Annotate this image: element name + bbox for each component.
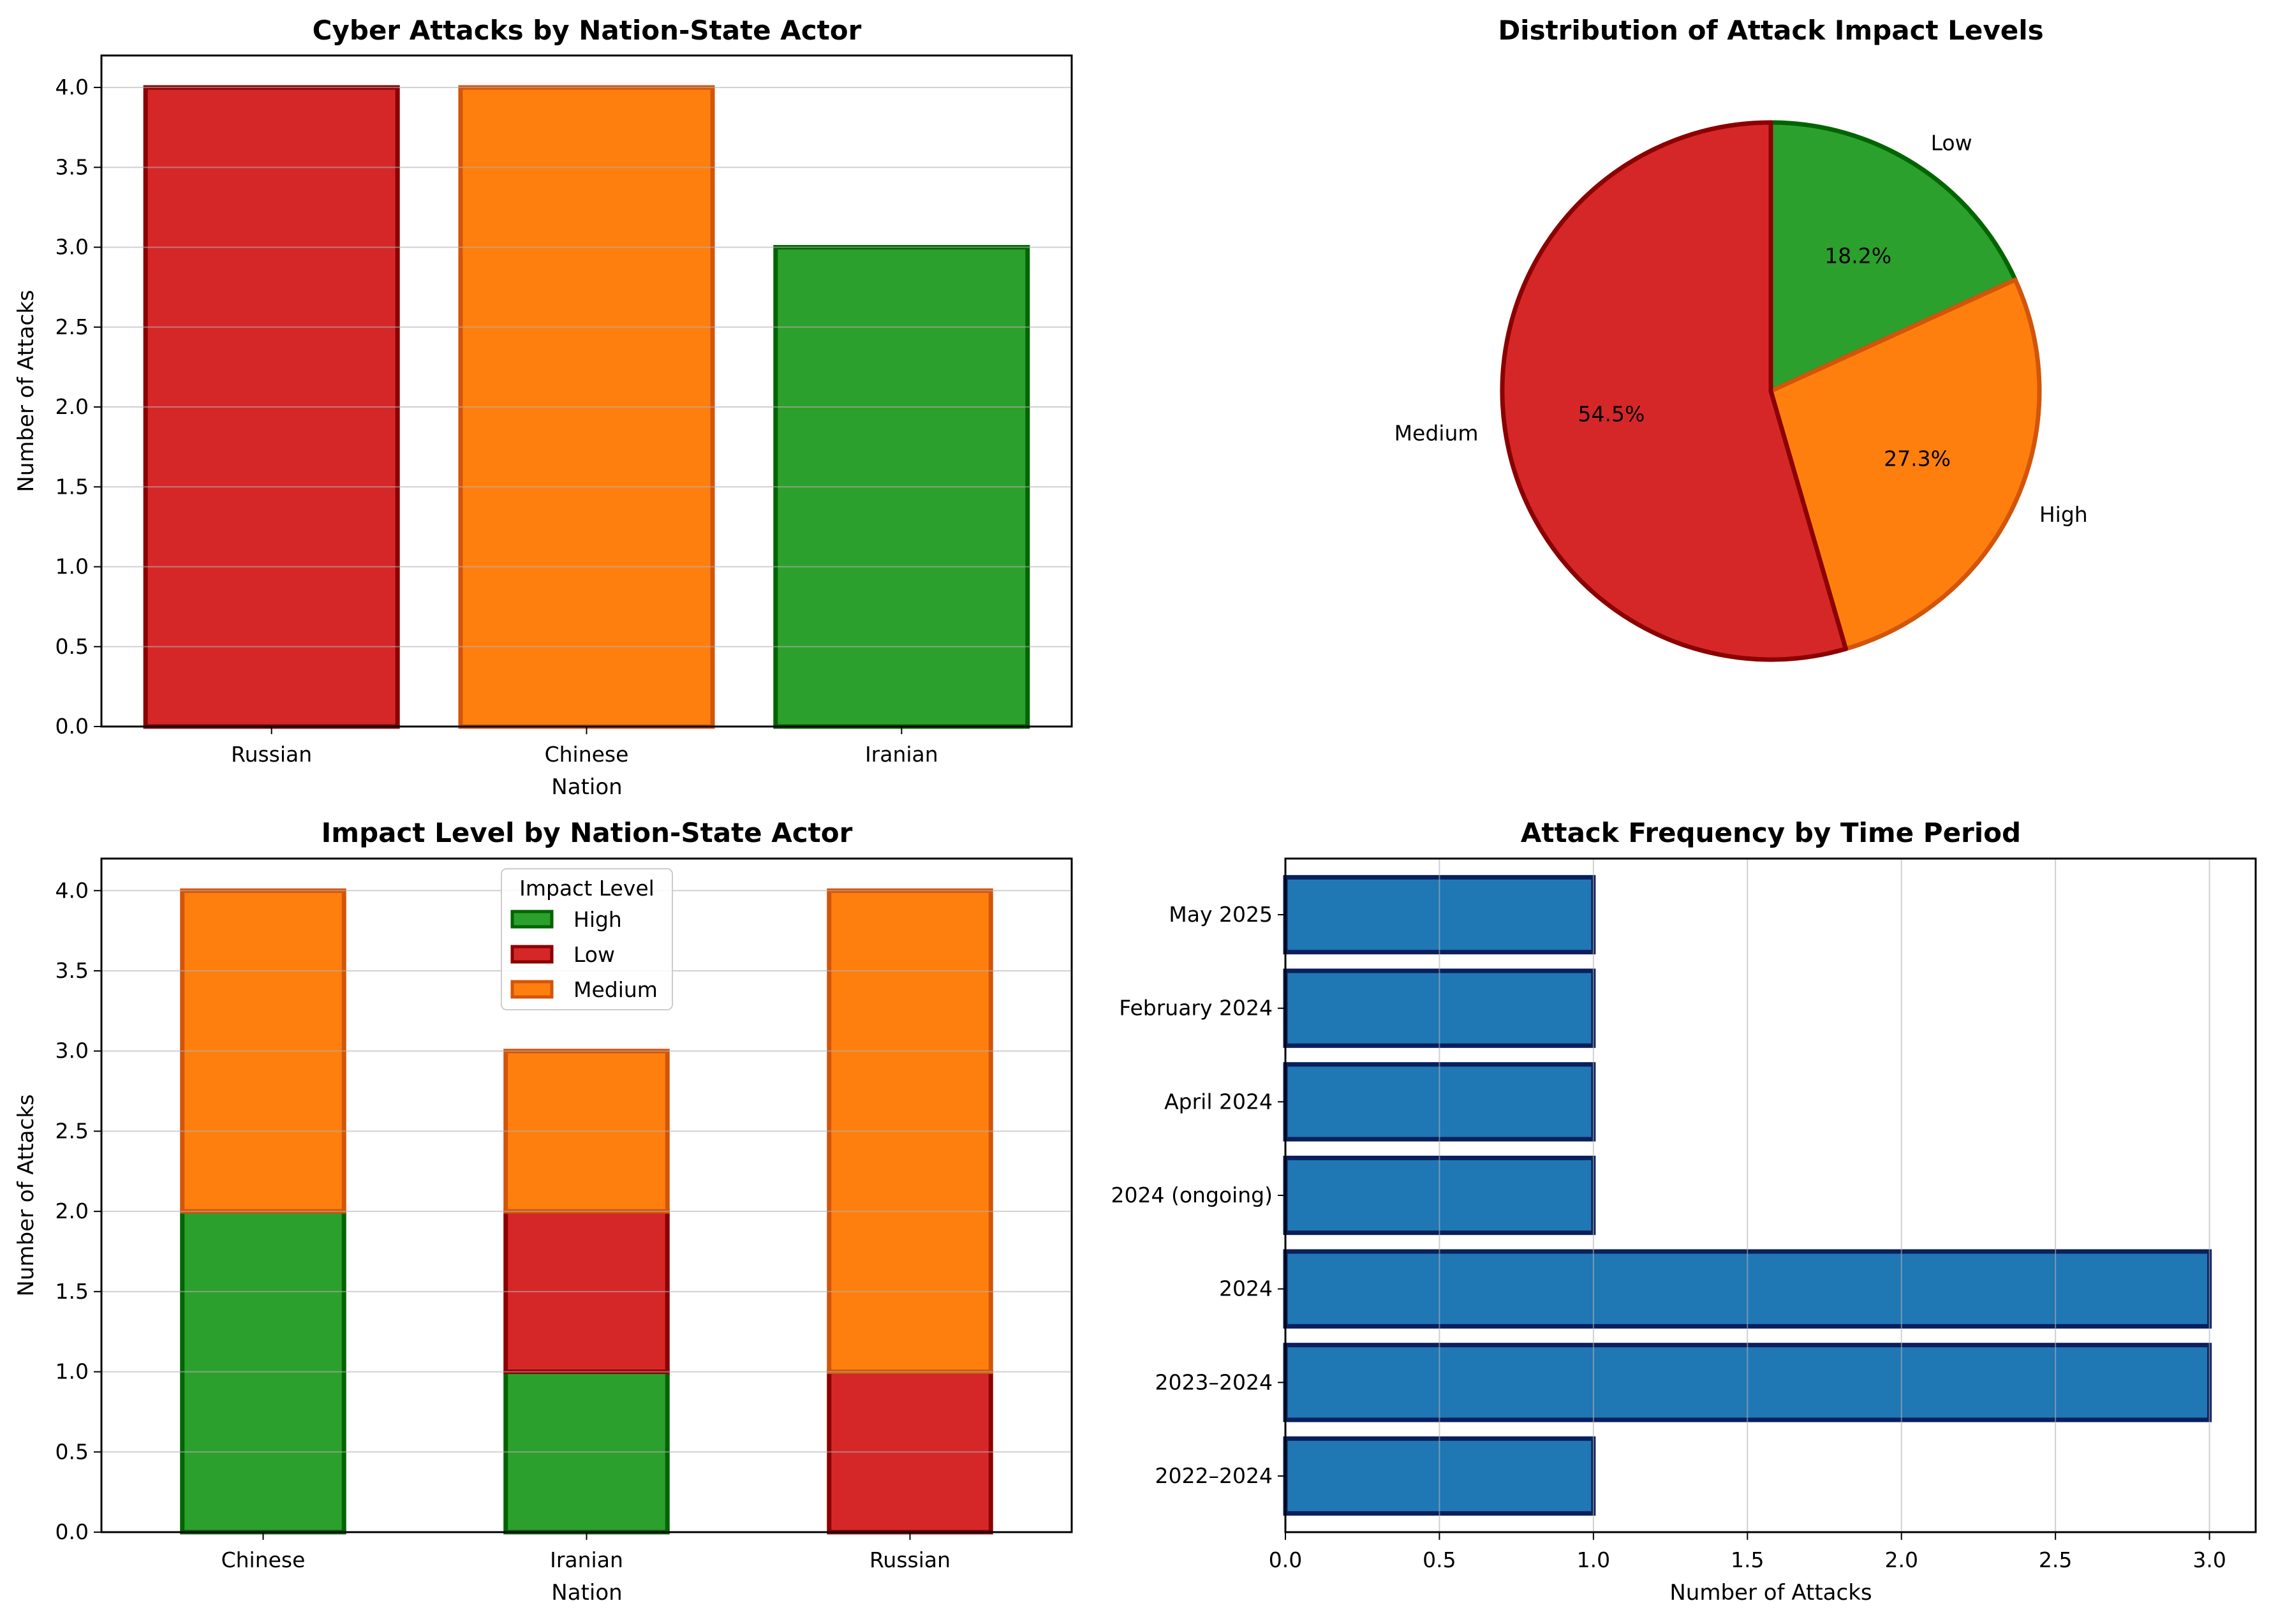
x-tick-label: 0.5 (1423, 1547, 1456, 1572)
x-axis-label: Number of Attacks (1669, 1580, 1872, 1606)
y-tick-label: 3.5 (55, 154, 89, 179)
axes-frame (100, 54, 1073, 728)
x-tick-label: Iranian (865, 742, 938, 767)
x-tick-label: Chinese (221, 1547, 306, 1572)
x-tick-label: Chinese (545, 742, 629, 767)
chart-title: Distribution of Attack Impact Levels (1498, 15, 2043, 46)
chart-impact-by-nation-stacked: Impact Level by Nation-State Actor Natio… (13, 817, 1073, 1606)
y-tick-label: 0.0 (55, 714, 89, 739)
y-tick-label: 3.5 (55, 958, 89, 983)
pie-pct-label: 18.2% (1824, 244, 1891, 269)
y-tick-label: 0.0 (55, 1519, 89, 1544)
axes-frame (100, 857, 1073, 1533)
legend-label: Medium (573, 977, 658, 1002)
y-tick-label: 2022–2024 (1155, 1463, 1273, 1488)
y-tick-label: 2.5 (55, 314, 89, 339)
y-tick-label: 0.5 (55, 634, 89, 659)
y-axis-label: Number of Attacks (13, 290, 39, 492)
x-tick-label: 3.0 (2193, 1547, 2226, 1572)
y-tick-label: 2.0 (55, 394, 89, 419)
x-tick-label: Iranian (550, 1547, 623, 1572)
y-tick-label: 2023–2024 (1155, 1369, 1273, 1394)
pie-pct-label: 54.5% (1578, 402, 1645, 427)
y-tick-label: 0.5 (55, 1439, 89, 1464)
x-tick-label: 1.0 (1577, 1547, 1610, 1572)
pie-label: Medium (1394, 420, 1479, 445)
legend-swatch-medium (510, 980, 554, 999)
y-tick-label: 2.0 (55, 1199, 89, 1223)
y-tick-label: 2024 (1219, 1276, 1273, 1301)
legend: Impact Level High Low Medium (501, 868, 673, 1010)
pie-slice-low (1768, 120, 2018, 394)
y-tick-label: 1.5 (55, 1279, 89, 1304)
pie-pct-label: 27.3% (1884, 446, 1951, 471)
x-tick-label: 1.5 (1731, 1547, 1764, 1572)
legend-label: High (573, 907, 622, 932)
axes-frame (1284, 857, 2257, 1533)
y-tick-label: 4.0 (55, 75, 89, 100)
y-tick-label: 1.0 (55, 554, 89, 579)
legend-swatch-high (510, 910, 554, 929)
x-tick-label: 2.0 (1884, 1547, 1918, 1572)
y-tick-label: 2024 (ongoing) (1111, 1183, 1273, 1207)
pie-label: High (2039, 502, 2088, 527)
y-tick-label: 3.0 (55, 235, 89, 260)
x-tick-label: Russian (869, 1547, 950, 1572)
x-tick-label: 0.0 (1269, 1547, 1302, 1572)
chart-title: Cyber Attacks by Nation-State Actor (313, 15, 862, 46)
pie-slice-high (1768, 277, 2042, 651)
x-tick-label: 2.5 (2039, 1547, 2072, 1572)
y-tick-label: April 2024 (1164, 1089, 1273, 1114)
y-tick-label: February 2024 (1119, 996, 1273, 1021)
y-tick-label: 3.0 (55, 1038, 89, 1063)
y-tick-label: May 2025 (1169, 902, 1273, 927)
y-tick-label: 2.5 (55, 1118, 89, 1143)
y-tick-label: 4.0 (55, 878, 89, 903)
chart-title: Attack Frequency by Time Period (1521, 817, 2021, 848)
pie-label: Low (1931, 131, 1972, 156)
y-tick-label: 1.5 (55, 474, 89, 499)
x-axis-label: Nation (551, 1580, 622, 1606)
legend-swatch-low (510, 945, 554, 964)
chart-impact-distribution-pie: Distribution of Attack Impact Levels Low… (1394, 15, 2088, 662)
x-tick-label: Russian (231, 742, 312, 767)
y-tick-label: 1.0 (55, 1359, 89, 1384)
y-axis-label: Number of Attacks (13, 1094, 39, 1296)
legend-title: Impact Level (519, 876, 655, 901)
chart-attack-frequency-by-period: Attack Frequency by Time Period Number o… (1111, 817, 2257, 1606)
pie-slice-medium (1500, 120, 1848, 662)
legend-label: Low (573, 942, 615, 967)
chart-attacks-by-nation: Cyber Attacks by Nation-State Actor Nati… (13, 15, 1073, 800)
chart-title: Impact Level by Nation-State Actor (322, 817, 853, 848)
legend-box (501, 868, 673, 1010)
x-axis-label: Nation (551, 774, 622, 800)
